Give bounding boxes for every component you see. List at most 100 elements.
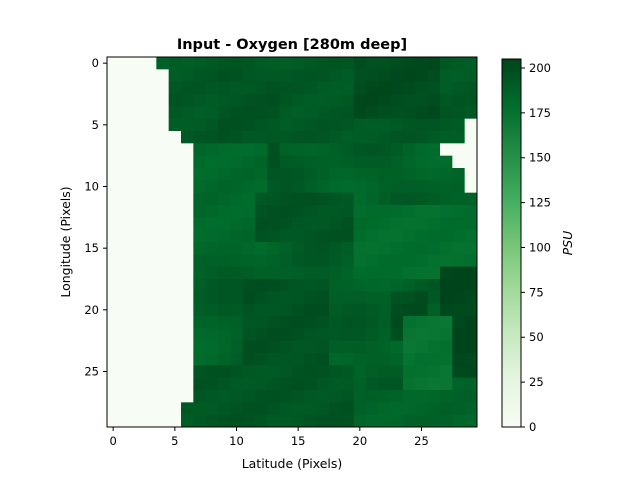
colorbar-tick-label: 175 <box>529 106 551 120</box>
heatmap-cell <box>230 266 244 280</box>
heatmap-cell <box>267 217 281 231</box>
heatmap-cell <box>427 229 441 243</box>
heatmap-cell <box>329 69 342 83</box>
heatmap-cell <box>464 390 478 403</box>
heatmap-cell <box>107 106 120 120</box>
heatmap-cell <box>316 106 330 120</box>
heatmap-cell <box>230 57 244 70</box>
heatmap-cell <box>193 303 207 317</box>
heatmap-cell <box>168 180 182 194</box>
heatmap-cell <box>329 217 342 231</box>
heatmap-cell <box>181 168 194 181</box>
heatmap-cell <box>156 180 170 194</box>
heatmap-cell <box>304 229 318 243</box>
heatmap-cell <box>427 81 441 95</box>
heatmap-cell <box>168 217 182 231</box>
heatmap-cell <box>255 94 268 107</box>
heatmap-cell <box>181 390 194 403</box>
heatmap-cell <box>366 254 379 268</box>
heatmap-cell <box>464 291 478 305</box>
heatmap-cell <box>403 131 416 144</box>
heatmap-cell <box>230 291 244 305</box>
heatmap-cell <box>205 340 219 354</box>
heatmap-cell <box>255 328 268 342</box>
heatmap-cell <box>168 279 182 292</box>
heatmap-cell <box>316 390 330 403</box>
heatmap-cell <box>316 94 330 107</box>
heatmap-cell <box>181 414 194 428</box>
heatmap-cell <box>440 81 453 95</box>
heatmap-cell <box>366 155 379 169</box>
heatmap-cell <box>378 291 392 305</box>
heatmap-cell <box>341 402 355 416</box>
heatmap-cell <box>255 217 268 231</box>
heatmap-cell <box>464 118 478 132</box>
heatmap-cell <box>131 328 145 342</box>
heatmap-cell <box>131 390 145 403</box>
heatmap-cell <box>353 390 367 403</box>
heatmap-cell <box>403 143 416 157</box>
heatmap-cell <box>205 229 219 243</box>
heatmap-cell <box>415 254 429 268</box>
heatmap-cell <box>144 303 157 317</box>
heatmap-cell <box>218 205 231 218</box>
heatmap-cell <box>156 340 170 354</box>
heatmap-cell <box>242 69 256 83</box>
heatmap-cell <box>329 390 342 403</box>
heatmap-cell <box>119 303 133 317</box>
heatmap-cell <box>440 155 453 169</box>
heatmap-cell <box>329 81 342 95</box>
heatmap-cell <box>156 316 170 329</box>
heatmap-cell <box>403 303 416 317</box>
heatmap-cell <box>144 414 157 428</box>
heatmap-cell <box>205 414 219 428</box>
heatmap-cell <box>366 205 379 218</box>
heatmap-cell <box>193 353 207 366</box>
heatmap-cell <box>168 242 182 255</box>
heatmap-cell <box>427 303 441 317</box>
heatmap-cell <box>366 365 379 379</box>
heatmap-cell <box>403 192 416 206</box>
heatmap-cell <box>390 340 404 354</box>
heatmap-cell <box>168 106 182 120</box>
heatmap-cell <box>366 81 379 95</box>
heatmap-cell <box>427 365 441 379</box>
heatmap-cell <box>329 316 342 329</box>
heatmap-cell <box>292 106 305 120</box>
heatmap-cell <box>427 402 441 416</box>
heatmap-cell <box>390 316 404 329</box>
heatmap-cell <box>440 143 453 157</box>
heatmap-cell <box>193 168 207 181</box>
heatmap-cell <box>255 279 268 292</box>
heatmap-cell <box>353 168 367 181</box>
heatmap-cell <box>267 192 281 206</box>
heatmap-cell <box>390 94 404 107</box>
heatmap-cell <box>427 266 441 280</box>
heatmap-cell <box>415 279 429 292</box>
heatmap-cell <box>218 229 231 243</box>
heatmap-cell <box>390 143 404 157</box>
heatmap-cell <box>440 69 453 83</box>
heatmap-cell <box>292 69 305 83</box>
heatmap-cell <box>341 217 355 231</box>
heatmap-cell <box>452 81 466 95</box>
heatmap-cell <box>119 291 133 305</box>
heatmap-cell <box>267 402 281 416</box>
heatmap-cell <box>181 353 194 366</box>
heatmap-cell <box>341 291 355 305</box>
heatmap-cell <box>427 192 441 206</box>
heatmap-cell <box>390 365 404 379</box>
heatmap-cell <box>218 94 231 107</box>
heatmap-cell <box>205 94 219 107</box>
heatmap-cell <box>168 390 182 403</box>
heatmap-cell <box>427 328 441 342</box>
heatmap-cell <box>292 217 305 231</box>
heatmap-cell <box>292 414 305 428</box>
heatmap-cell <box>193 94 207 107</box>
heatmap-cell <box>403 242 416 255</box>
heatmap-cell <box>107 155 120 169</box>
plot-frame <box>106 56 478 428</box>
heatmap-cell <box>316 168 330 181</box>
heatmap-cell <box>353 279 367 292</box>
heatmap-cell <box>131 205 145 218</box>
